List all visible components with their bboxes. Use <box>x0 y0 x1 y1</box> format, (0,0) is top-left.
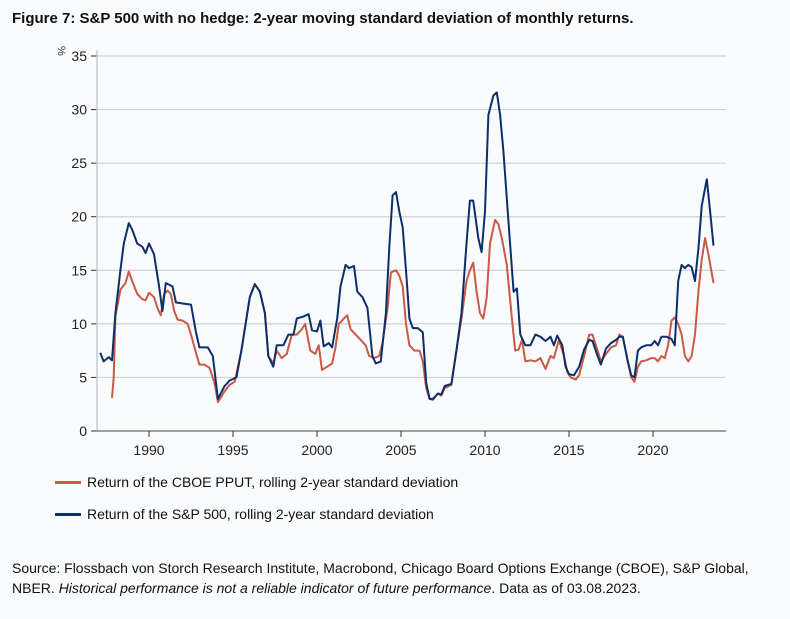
legend-item-pput: Return of the CBOE PPUT, rolling 2-year … <box>55 474 458 490</box>
series-line-pput <box>111 218 715 404</box>
x-tick-label: 2010 <box>469 442 500 458</box>
x-tick-label: 1995 <box>217 442 248 458</box>
legend-label-pput: Return of the CBOE PPUT, rolling 2-year … <box>87 474 459 490</box>
y-tick-label: 15 <box>71 262 87 278</box>
y-tick-label: 30 <box>71 102 87 118</box>
y-tick-label: 25 <box>71 155 87 171</box>
line-chart: 0 5 10 15 20 25 30 35 1990 1995 2000 2005 2010 2015 20… <box>55 46 726 458</box>
figure-title: Figure 7: S&P 500 with no hedge: 2-year … <box>12 10 634 27</box>
disclaimer-text: Historical performance is not a reliable… <box>58 580 492 596</box>
series-line-sp500 <box>99 91 715 400</box>
legend-label-sp500: Return of the S&P 500, rolling 2-year st… <box>87 506 434 522</box>
x-tick-label: 1990 <box>133 442 164 458</box>
legend-item-sp500: Return of the S&P 500, rolling 2-year st… <box>55 506 434 522</box>
source-note: Source: Flossbach von Storch Research In… <box>12 558 777 598</box>
source-text: Source: Flossbach von Storch Research In… <box>12 560 749 596</box>
legend-swatch-pput <box>55 480 81 484</box>
legend-swatch-sp500 <box>55 512 81 516</box>
y-tick-label: 20 <box>71 209 87 225</box>
x-tick-label: 2005 <box>385 442 416 458</box>
y-tick-label: 35 <box>71 48 87 64</box>
y-tick-label: 10 <box>71 316 87 332</box>
y-tick-label: 5 <box>79 369 87 385</box>
x-tick-label: 2015 <box>553 442 584 458</box>
x-tick-label: 2000 <box>301 442 332 458</box>
y-tick-label: 0 <box>79 423 87 439</box>
data-date-text: . Data as of 03.08.2023. <box>491 580 641 596</box>
x-tick-label: 2020 <box>637 442 668 458</box>
y-unit-label: % <box>55 46 67 56</box>
